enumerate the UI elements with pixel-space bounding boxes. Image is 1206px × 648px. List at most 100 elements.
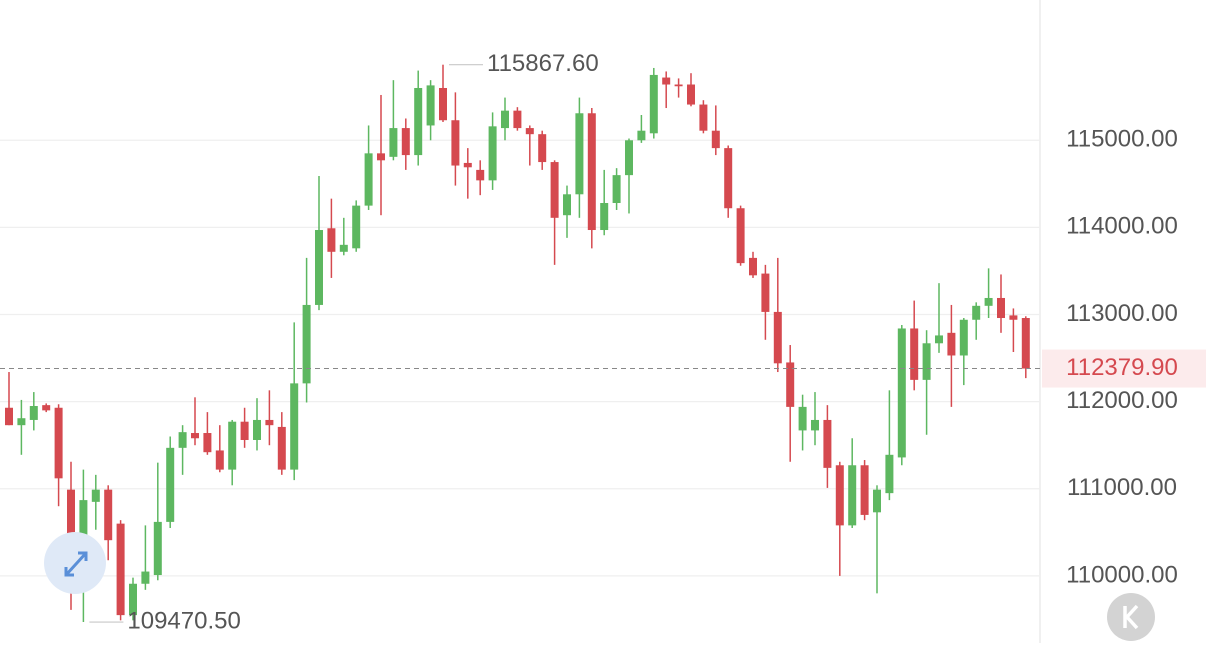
candle-body (290, 383, 299, 470)
candle-body (141, 571, 150, 584)
candle-body (649, 74, 658, 134)
y-tick-label: 115000.00 (1066, 126, 1178, 153)
candle-body (17, 418, 26, 426)
candle-body (203, 433, 212, 453)
candle-body (377, 153, 385, 161)
y-tick-label: 114000.00 (1066, 213, 1178, 240)
candle-body (277, 426, 286, 470)
candle-body (389, 128, 398, 157)
candle-body (910, 328, 919, 380)
candle-body (153, 521, 162, 576)
candle-body (104, 489, 113, 541)
candle-body (315, 230, 323, 305)
candle-body (364, 153, 373, 206)
candle-body (749, 257, 757, 276)
candle-body (79, 500, 88, 561)
candle-body (538, 134, 547, 163)
candle-body (29, 406, 38, 420)
candle-body (922, 343, 931, 380)
candle-body (5, 407, 13, 426)
candle-body (662, 77, 671, 85)
candle-body (835, 465, 844, 526)
candle-body (513, 110, 522, 129)
candles (5, 64, 1030, 623)
candle-body (897, 328, 906, 458)
candle-body (711, 130, 720, 149)
candle-body (563, 194, 571, 216)
y-tick-label: 111000.00 (1067, 474, 1177, 501)
candle-body (525, 128, 534, 135)
last-price-box (1042, 349, 1206, 388)
candle-body (550, 162, 559, 218)
candle-body (476, 169, 485, 181)
expand-icon[interactable] (64, 551, 88, 577)
candle-body (501, 110, 509, 129)
candle-body (637, 130, 646, 141)
candle-body (215, 450, 224, 470)
candle-body (327, 228, 336, 252)
candle-body (736, 208, 745, 264)
candle-body (823, 419, 832, 468)
candle-body (265, 419, 274, 426)
candle-body (724, 148, 733, 209)
candle-body (997, 297, 1005, 319)
candle-body (885, 454, 894, 494)
y-tick-label: 113000.00 (1066, 300, 1178, 327)
candle-body (401, 128, 410, 156)
candle-body (860, 465, 869, 515)
candle-body (1021, 318, 1030, 369)
candle-body (761, 273, 770, 312)
collapse-icon[interactable] (1123, 604, 1139, 630)
candle-body (959, 319, 968, 356)
collapse-button[interactable] (1107, 593, 1155, 641)
candle-body (166, 447, 175, 522)
y-tick-label: 112000.00 (1066, 387, 1178, 414)
overlay: 112379.90 115867.60 109470.50 (0, 50, 1206, 634)
candle-body (935, 335, 943, 344)
candle-body (191, 433, 199, 439)
candle-body (414, 87, 423, 156)
annotation-label: 109470.50 (127, 607, 240, 634)
last-price-label: 112379.90 (1066, 354, 1178, 381)
candle-body (587, 113, 596, 231)
candle-body (612, 175, 621, 204)
candle-body (972, 305, 981, 320)
candle-body (253, 419, 261, 440)
candle-body (811, 419, 819, 431)
candle-body (488, 126, 497, 181)
candle-body (699, 104, 708, 131)
candle-body (1009, 315, 1018, 320)
candle-body (42, 405, 51, 411)
candle-body (439, 87, 447, 121)
candle-body (178, 432, 187, 448)
candle-body (116, 523, 125, 616)
expand-button[interactable] (44, 532, 106, 594)
candle-body (91, 489, 100, 502)
candle-body (674, 84, 683, 87)
candle-body (773, 311, 782, 364)
candle-body (463, 162, 472, 168)
candle-body (228, 421, 237, 470)
candle-body (687, 84, 695, 105)
candle-body (947, 332, 956, 356)
candle-body (625, 140, 633, 176)
candle-body (129, 583, 137, 616)
candle-body (339, 244, 348, 252)
candle-body (575, 113, 584, 195)
candle-body (240, 421, 249, 440)
collapse-button-bg[interactable] (1107, 593, 1155, 641)
candle-body (600, 203, 609, 231)
candle-body (848, 465, 857, 526)
annotation-label: 115867.60 (487, 50, 599, 77)
candle-body (352, 205, 361, 249)
candle-body (54, 407, 63, 479)
candle-body (67, 489, 75, 561)
candle-body (302, 304, 311, 384)
candle-body (786, 362, 795, 407)
candle-body (984, 297, 993, 306)
candle-body (451, 120, 460, 166)
y-tick-label: 110000.00 (1066, 561, 1178, 588)
candle-body (426, 85, 435, 126)
